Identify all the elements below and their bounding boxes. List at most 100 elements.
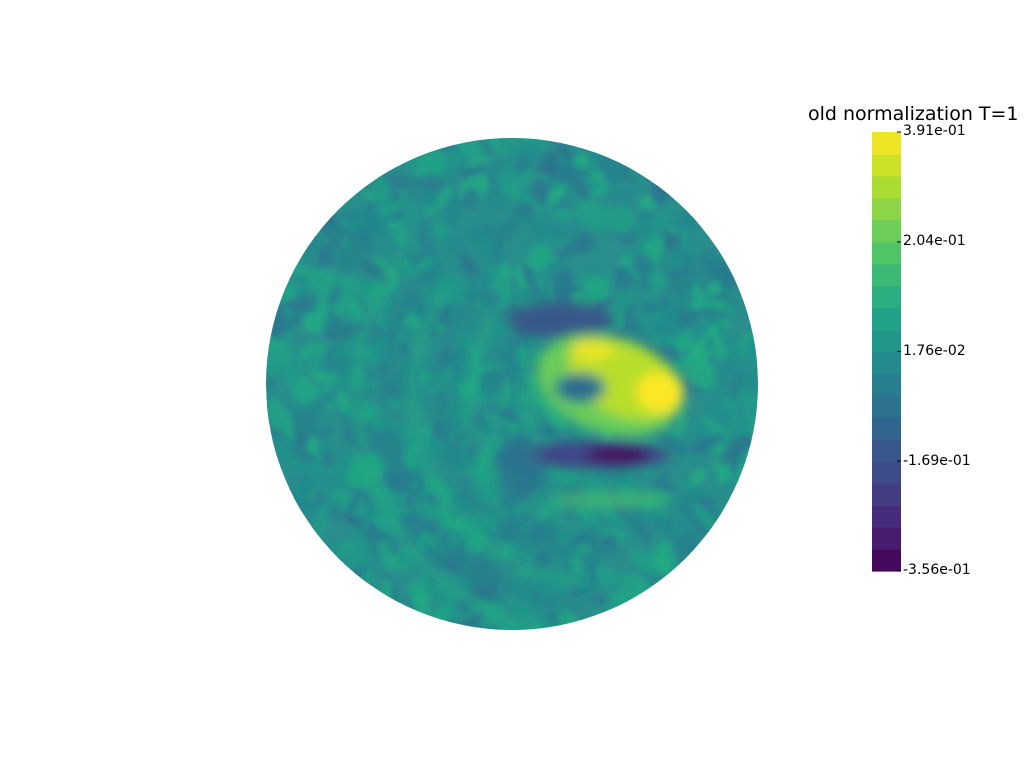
noise-blob	[691, 469, 707, 484]
noise-blob	[707, 280, 722, 297]
dark-halo	[505, 302, 615, 338]
noise-blob	[414, 219, 431, 255]
noise-blob	[680, 275, 697, 291]
noise-blob	[282, 298, 318, 312]
noise-blob	[637, 522, 652, 545]
noise-blob	[306, 351, 325, 373]
noise-blob	[721, 355, 735, 370]
feature-group	[498, 302, 684, 509]
noise-blob	[637, 300, 664, 316]
noise-blob	[717, 323, 740, 358]
colorbar-band	[872, 285, 901, 309]
noise-blob	[328, 283, 342, 307]
noise-blob	[744, 376, 758, 396]
noise-blob	[516, 343, 530, 369]
noise-blob	[446, 194, 460, 225]
noise-blob	[687, 435, 722, 456]
colorbar-band	[872, 351, 901, 375]
dark-left-lobe	[498, 435, 542, 505]
noise-blob	[742, 337, 758, 365]
colorbar-band	[872, 527, 901, 550]
noise-blob	[316, 501, 330, 536]
noise-blob	[738, 390, 758, 413]
noise-blob	[652, 517, 674, 531]
noise-blob	[707, 421, 721, 436]
noise-blob	[535, 162, 565, 176]
noise-blob	[638, 274, 651, 293]
noise-blob	[520, 260, 538, 294]
wave-stripe	[380, 268, 582, 615]
noise-blob	[407, 313, 418, 325]
noise-blob	[551, 205, 572, 222]
colorbar-band	[872, 307, 901, 331]
noise-blob	[317, 237, 341, 269]
noise-blob	[630, 549, 665, 576]
noise-blob	[463, 156, 490, 168]
colorbar-band	[872, 197, 901, 221]
noise-blob	[266, 351, 289, 377]
wave-stripe	[492, 333, 592, 503]
noise-blob	[266, 404, 280, 429]
bright-top	[570, 340, 614, 360]
colorbar-band	[872, 483, 901, 506]
ring-hole-core	[566, 380, 594, 396]
noise-blob	[613, 269, 632, 291]
noise-blob	[566, 219, 583, 240]
noise-blob	[583, 277, 610, 304]
noise-blob	[440, 235, 462, 271]
colorbar-tick-label: -1.69e-01	[903, 453, 971, 469]
noise-blob	[407, 256, 434, 280]
colorbar-band	[872, 132, 901, 155]
noise-blob	[268, 399, 294, 435]
wave-stripe	[407, 284, 585, 587]
noise-blob	[673, 531, 695, 555]
wave-stripe	[464, 317, 590, 531]
bright-band-low	[550, 491, 670, 509]
colorbar-band	[872, 549, 901, 572]
noise-blob	[704, 404, 734, 426]
noise-blob	[608, 206, 635, 234]
noise-blob	[334, 355, 355, 379]
colorbar-band	[872, 373, 901, 396]
noise-blob	[665, 280, 685, 298]
noise-blob	[620, 184, 636, 214]
noise-blob	[292, 379, 318, 405]
noise-blob	[409, 185, 438, 208]
noise-blob	[457, 608, 487, 630]
noise-blob	[684, 234, 696, 251]
noise-blob	[337, 389, 349, 414]
colorbar-band	[872, 417, 901, 440]
noise-blob	[456, 138, 484, 159]
noise-blob	[623, 302, 636, 320]
colorbar-tick-label: 2.04e-01	[903, 233, 966, 249]
noise-blob	[489, 218, 522, 245]
noise-blob	[548, 225, 568, 242]
wave-stripe	[436, 300, 587, 559]
noise-blob	[346, 486, 362, 520]
noise-blob	[550, 167, 585, 184]
noise-blob	[601, 534, 618, 546]
colorbar-band	[872, 395, 901, 418]
noise-blob	[336, 240, 371, 272]
noise-blob	[498, 264, 514, 280]
colorbar-title: old normalization T=1	[808, 103, 1019, 125]
noise-blob	[685, 430, 702, 443]
noise-blob	[293, 431, 308, 450]
disk-field	[266, 138, 758, 630]
feature-layer	[498, 302, 684, 509]
colorbar-band	[872, 329, 901, 353]
noise-blob	[701, 483, 718, 498]
noise-blob	[476, 289, 502, 308]
noise-blob	[677, 309, 698, 329]
noise-blob	[461, 187, 480, 210]
noise-blob	[653, 207, 673, 233]
noise-blob	[377, 539, 398, 573]
noise-blob	[728, 435, 754, 457]
colorbar-band	[872, 219, 901, 243]
noise-blob	[588, 170, 607, 182]
noise-blob	[534, 613, 566, 630]
noise-blob	[614, 290, 635, 309]
wave-stripe	[351, 252, 580, 630]
noise-blob	[292, 445, 316, 465]
noise-blob	[573, 530, 586, 548]
